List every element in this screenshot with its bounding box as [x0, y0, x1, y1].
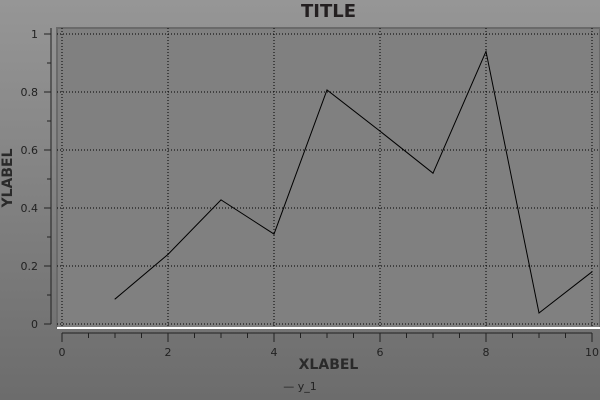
data-point [538, 312, 540, 314]
data-point [114, 298, 116, 300]
chart-title: TITLE [300, 1, 357, 22]
legend-label: y_1 [297, 380, 317, 393]
y-tick-label: 0.4 [21, 202, 39, 215]
y-tick-label: 0.2 [21, 260, 39, 273]
x-tick-label: 8 [483, 346, 490, 359]
x-tick-label: 6 [377, 346, 384, 359]
x-tick-label: 4 [271, 346, 278, 359]
legend-line-icon: — [283, 380, 295, 393]
legend: — y_1 [0, 380, 600, 393]
y-tick-label: 0 [31, 318, 38, 331]
data-point [591, 271, 593, 273]
data-point [220, 199, 222, 201]
data-point [326, 89, 328, 91]
data-point [273, 233, 275, 235]
data-point [432, 172, 434, 174]
x-tick-label: 10 [585, 346, 599, 359]
x-tick-label: 2 [165, 346, 172, 359]
x-axis-label: XLABEL [298, 357, 359, 373]
data-point [379, 130, 381, 132]
data-point [485, 50, 487, 52]
y-tick-label: 0.6 [21, 144, 39, 157]
y-tick-label: 1 [31, 28, 38, 41]
plot-area [56, 27, 600, 329]
x-tick-label: 0 [59, 346, 66, 359]
data-point [167, 253, 169, 255]
series-line-y_1 [114, 49, 593, 314]
y-tick-label: 0.8 [21, 86, 39, 99]
